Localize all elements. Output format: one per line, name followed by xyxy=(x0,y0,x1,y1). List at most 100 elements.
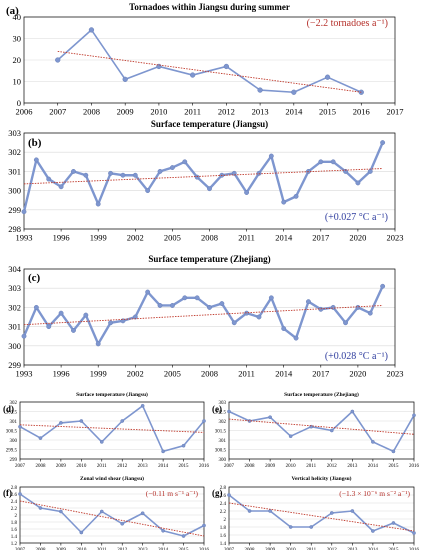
y-tick-label-d: 299 xyxy=(10,458,18,463)
chart-panel-f: Zonal wind shear (Jiangsu) 1.2 1.4 1.6 1.8 2 2… xyxy=(3,475,210,550)
data-point-a xyxy=(88,27,95,33)
data-point-b xyxy=(145,188,151,194)
panel-label-f: (f) xyxy=(3,488,12,498)
chart-panel-d: Surface temperature (Jiangsu) 299 299.5 300… xyxy=(3,391,210,469)
panel-label-b: (b) xyxy=(28,137,42,149)
chart-panel-b: Surface temperature (Jiangsu) 298 299 300 30… xyxy=(8,119,403,243)
x-tick-label-a: 2009 xyxy=(117,107,134,117)
data-point-c xyxy=(83,312,89,318)
y-tick-label-b: 301 xyxy=(8,166,21,176)
x-tick-label-d: 2009 xyxy=(56,464,67,469)
plot-frame-d xyxy=(19,401,205,460)
data-point-d xyxy=(140,403,145,408)
data-point-c xyxy=(194,295,200,301)
x-tick-label-e: 2016 xyxy=(409,464,420,469)
x-tick-label-e: 2007 xyxy=(224,464,235,469)
chart-panel-g: Vertical helicity (Jiangsu) 1.4 1.6 1.8 2 2.2… xyxy=(212,475,420,550)
x-tick-label-a: 2017 xyxy=(387,107,404,117)
data-point-b xyxy=(58,184,64,190)
data-point-e xyxy=(288,434,293,439)
y-tick-label-c: 303 xyxy=(8,283,21,293)
data-point-g xyxy=(288,525,293,529)
data-point-c xyxy=(268,295,274,301)
data-point-b xyxy=(108,170,114,176)
x-tick-label-g: 2010 xyxy=(286,548,297,550)
y-tick-label-f: 2.6 xyxy=(11,493,18,498)
x-tick-label-a: 2007 xyxy=(49,107,66,117)
y-tick-label-a: 0 xyxy=(17,98,21,108)
y-tick-label-b: 302 xyxy=(8,147,21,157)
data-point-b xyxy=(71,168,76,174)
data-point-b xyxy=(46,176,52,182)
data-point-b xyxy=(367,168,373,174)
data-point-c xyxy=(281,326,287,331)
y-tick-label-b: 298 xyxy=(8,224,21,234)
trend-annotation-g: (−1.3 × 10⁻⁶ m s⁻² a⁻¹) xyxy=(339,489,410,498)
panel-label-e: (e) xyxy=(212,404,222,414)
plot-frame-f xyxy=(19,486,205,544)
data-point-b xyxy=(194,174,200,180)
trend-line-b xyxy=(23,168,383,185)
data-point-b xyxy=(95,201,101,207)
y-tick-label-a: 10 xyxy=(13,76,22,86)
data-point-f xyxy=(79,530,84,535)
x-tick-label-f: 2011 xyxy=(97,548,107,550)
data-point-c xyxy=(182,295,188,301)
data-point-b xyxy=(293,193,299,199)
chart-title-e: Surface temperature (Zhejiang) xyxy=(284,391,359,398)
data-point-a xyxy=(324,74,331,80)
data-point-c xyxy=(157,303,163,308)
x-tick-label-f: 2016 xyxy=(199,548,210,550)
x-tick-label-f: 2007 xyxy=(15,548,26,550)
x-tick-label-g: 2015 xyxy=(388,548,399,550)
panel-label-c: (c) xyxy=(28,272,41,284)
data-point-e xyxy=(412,413,416,418)
y-tick-label-g: 2 xyxy=(224,518,227,523)
data-point-e xyxy=(391,449,396,454)
x-tick-label-b: 2005 xyxy=(164,233,181,243)
data-point-b xyxy=(380,140,386,146)
x-tick-label-d: 2015 xyxy=(179,464,190,469)
y-tick-label-f: 1.8 xyxy=(11,521,18,526)
data-point-c xyxy=(207,304,212,310)
x-tick-label-f: 2013 xyxy=(138,548,149,550)
plot-frame-e xyxy=(228,401,415,460)
y-tick-label-g: 2.6 xyxy=(220,494,227,499)
data-point-d xyxy=(38,436,43,440)
chart-title-c: Surface temperature (Zhejiang) xyxy=(148,254,270,264)
data-point-e xyxy=(227,409,231,414)
data-point-g xyxy=(350,509,355,513)
y-tick-label-g: 2.2 xyxy=(220,510,227,515)
data-point-f xyxy=(38,506,43,510)
data-point-e xyxy=(268,415,272,420)
data-point-b xyxy=(256,170,262,176)
x-tick-label-f: 2015 xyxy=(179,548,190,550)
data-point-b xyxy=(268,153,274,159)
x-tick-label-e: 2014 xyxy=(368,464,379,469)
data-point-c xyxy=(330,304,336,310)
data-point-f xyxy=(202,523,206,528)
data-point-b xyxy=(281,199,287,205)
chart-title-d: Surface temperature (Jiangsu) xyxy=(76,391,148,398)
x-tick-label-c: 2008 xyxy=(201,369,218,379)
data-point-a xyxy=(189,72,196,78)
data-point-c xyxy=(231,320,237,326)
data-point-d xyxy=(18,424,22,429)
x-tick-label-d: 2014 xyxy=(158,464,169,469)
data-point-d xyxy=(79,419,84,423)
trend-annotation-c: (+0.028 °C a⁻¹) xyxy=(325,351,388,362)
data-point-c xyxy=(256,314,262,320)
data-point-b xyxy=(33,157,39,163)
chart-panel-a: Tornadoes within Jiangsu during summer 0 1… xyxy=(6,2,404,117)
series-line-g xyxy=(228,494,415,534)
trend-line-c xyxy=(23,305,383,326)
x-tick-label-b: 1999 xyxy=(90,233,107,243)
data-point-g xyxy=(268,509,272,513)
x-tick-label-c: 2005 xyxy=(164,369,181,379)
data-point-g xyxy=(247,509,252,513)
y-tick-label-d: 301 xyxy=(10,420,18,425)
data-point-c xyxy=(58,310,64,316)
x-tick-label-g: 2009 xyxy=(265,548,276,550)
data-point-c xyxy=(305,299,311,305)
data-point-b xyxy=(182,159,188,165)
